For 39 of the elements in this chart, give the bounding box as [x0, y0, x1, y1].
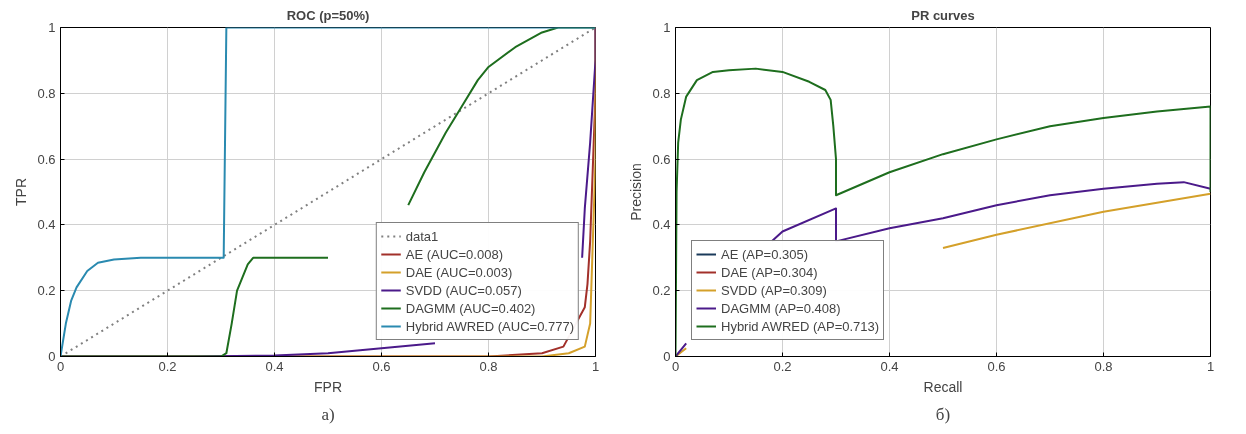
legend-label: SVDD (AP=0.309) [721, 281, 827, 299]
x-tick-label: 1 [591, 358, 600, 374]
y-tick-label: 0.4 [652, 217, 671, 233]
chart-title: ROC (p=50%) [286, 7, 370, 23]
x-tick-label: 0.4 [265, 358, 284, 374]
y-tick-label: 0.2 [37, 283, 56, 299]
y-tick-label: 0.8 [652, 85, 671, 101]
legend-label: SVDD (AUC=0.057) [405, 281, 522, 299]
legend-label: AE (AP=0.305) [721, 245, 809, 263]
x-tick-label: 0.2 [773, 358, 792, 374]
x-tick-label: 0.6 [372, 358, 391, 374]
x-tick-label: 0.4 [880, 358, 899, 374]
legend-label: DAE (AP=0.304) [721, 263, 818, 281]
x-axis-title: FPR [314, 378, 342, 395]
y-tick-label: 0.6 [37, 151, 56, 167]
legend-label: Hybrid AWRED (AUC=0.777) [405, 317, 574, 335]
y-tick-label: 1 [48, 20, 56, 35]
x-axis-title: Recall [923, 378, 963, 395]
x-tick-label: 1 [1206, 358, 1215, 374]
legend-label: DAE (AUC=0.003) [405, 263, 513, 281]
y-tick-label: 0.6 [652, 151, 671, 167]
x-tick-label: 0.8 [1094, 358, 1113, 374]
legend-label: AE (AUC=0.008) [405, 245, 503, 263]
y-tick-label: 0.2 [652, 283, 671, 299]
text: а) [321, 404, 335, 424]
x-tick-label: 0.8 [479, 358, 498, 374]
legend-label: Hybrid AWRED (AP=0.713) [721, 317, 880, 335]
y-tick-label: 0.4 [37, 217, 56, 233]
x-tick-label: 0.2 [158, 358, 177, 374]
legend-label: DAGMM (AP=0.408) [721, 299, 841, 317]
y-axis-title: TPR [13, 178, 30, 206]
legend-label: DAGMM (AUC=0.402) [405, 299, 536, 317]
y-tick-label: 0.8 [37, 85, 56, 101]
x-tick-label: 0.6 [987, 358, 1006, 374]
chart-title: PR curves [911, 7, 975, 23]
legend-label: data1 [405, 227, 439, 245]
y-tick-label: 1 [663, 20, 671, 35]
y-axis-title: Precision [628, 163, 645, 221]
text: б) [935, 404, 951, 424]
